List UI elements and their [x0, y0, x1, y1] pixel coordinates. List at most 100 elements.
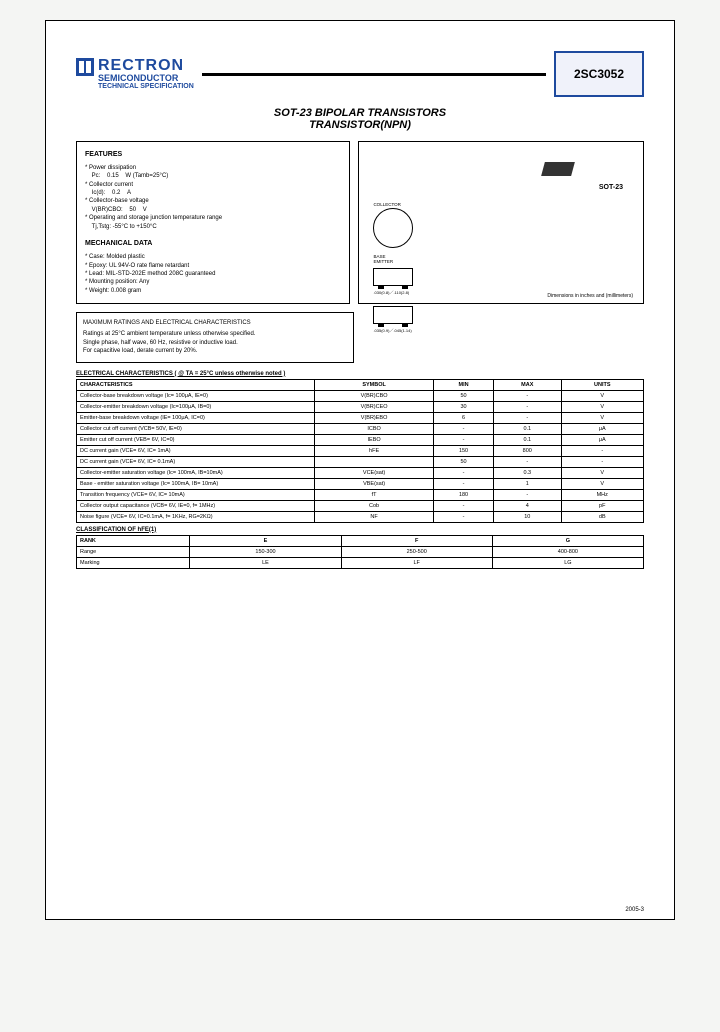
doc-title-2: TRANSISTOR(NPN) — [76, 119, 644, 131]
table-cell: LE — [190, 557, 341, 568]
dim-text-1: .030(0.8)／.110(2.8) — [373, 290, 413, 296]
table-cell: V(BR)EBO — [315, 412, 434, 423]
table-cell: LF — [341, 557, 492, 568]
table-cell: MHz — [561, 489, 643, 500]
table-cell: 50 — [434, 390, 494, 401]
table-row: Noise figure (VCE= 6V, IC=0.1mA, f= 1KHz… — [77, 511, 644, 522]
logo-block: RECTRON SEMICONDUCTOR TECHNICAL SPECIFIC… — [76, 58, 194, 91]
col-header: MIN — [434, 379, 494, 390]
table-cell: Collector-base breakdown voltage (Ic= 10… — [77, 390, 315, 401]
part-number-box: 2SC3052 — [554, 51, 644, 97]
table-cell: 30 — [434, 401, 494, 412]
table-cell: 400-800 — [492, 546, 643, 557]
table-cell: - — [494, 401, 561, 412]
table-cell: 4 — [494, 500, 561, 511]
table-cell: - — [494, 456, 561, 467]
col-header: UNITS — [561, 379, 643, 390]
table-cell: - — [561, 456, 643, 467]
table-row: Collector-emitter saturation voltage (Ic… — [77, 467, 644, 478]
package-outline-top-icon — [373, 268, 413, 286]
mech-5: * Weight: 0.008 gram — [85, 287, 341, 295]
table-cell: V — [561, 390, 643, 401]
npn-symbol-icon — [373, 208, 413, 248]
table-row: Collector-base breakdown voltage (Ic= 10… — [77, 390, 644, 401]
col-header: RANK — [77, 535, 190, 546]
table-cell: - — [434, 467, 494, 478]
header-rule — [202, 73, 546, 76]
table-cell: 6 — [434, 412, 494, 423]
max-l1: Ratings at 25°C ambient temperature unle… — [83, 330, 347, 338]
table-cell: - — [494, 390, 561, 401]
table-cell: V — [561, 401, 643, 412]
doc-title-1: SOT-23 BIPOLAR TRANSISTORS — [76, 107, 644, 119]
logo-text: RECTRON SEMICONDUCTOR TECHNICAL SPECIFIC… — [98, 58, 194, 91]
table-row: Base - emitter saturation voltage (Ic= 1… — [77, 478, 644, 489]
table-cell: Emitter cut off current (VEB= 6V, IC=0) — [77, 434, 315, 445]
table-cell: pF — [561, 500, 643, 511]
table-header-row: CHARACTERISTICSSYMBOLMINMAXUNITS — [77, 379, 644, 390]
table-cell: VCE(sat) — [315, 467, 434, 478]
table-cell: Transition frequency (VCE= 6V, IC= 10mA) — [77, 489, 315, 500]
brand-sub: SEMICONDUCTOR — [98, 74, 194, 84]
brand-sub2: TECHNICAL SPECIFICATION — [98, 83, 194, 90]
classification-title: CLASSIFICATION OF hFE(1) — [76, 527, 644, 533]
col-header: SYMBOL — [315, 379, 434, 390]
max-l3: For capacitive load, derate current by 2… — [83, 347, 347, 355]
table-cell: - — [434, 511, 494, 522]
features-heading: FEATURES — [85, 150, 341, 160]
table-cell: 180 — [434, 489, 494, 500]
max-ratings-box: MAXIMUM RATINGS AND ELECTRICAL CHARACTER… — [76, 312, 354, 363]
table-row: Transition frequency (VCE= 6V, IC= 10mA)… — [77, 489, 644, 500]
elec-char-title: ELECTRICAL CHARACTERISTICS ( @ TA = 25°C… — [76, 371, 644, 377]
table-row: Collector output capacitance (VCB= 6V, I… — [77, 500, 644, 511]
feat-vcbo: * Collector-base voltage V(BR)CBO: 50 V — [85, 197, 341, 214]
col-header: CHARACTERISTICS — [77, 379, 315, 390]
table-cell: Collector cut off current (VCB= 50V, IE=… — [77, 423, 315, 434]
table-cell: DC current gain (VCE= 6V, IC= 1mA) — [77, 445, 315, 456]
table-row: Collector cut off current (VCB= 50V, IE=… — [77, 423, 644, 434]
footer-code: 2005-3 — [625, 907, 644, 913]
table-row: Collector-emitter breakdown voltage (Ic=… — [77, 401, 644, 412]
table-row: Emitter cut off current (VEB= 6V, IC=0)I… — [77, 434, 644, 445]
table-cell: V(BR)CBO — [315, 390, 434, 401]
table-row: MarkingLELFLG — [77, 557, 644, 568]
table-cell: 10 — [494, 511, 561, 522]
table-cell: - — [434, 478, 494, 489]
header-row: RECTRON SEMICONDUCTOR TECHNICAL SPECIFIC… — [76, 51, 644, 97]
sot23-label: SOT-23 — [599, 184, 623, 191]
datasheet-page: RECTRON SEMICONDUCTOR TECHNICAL SPECIFIC… — [45, 20, 675, 920]
table-cell: Range — [77, 546, 190, 557]
table-cell: IEBO — [315, 434, 434, 445]
table-cell: μA — [561, 423, 643, 434]
table-cell: 250-500 — [341, 546, 492, 557]
table-cell: VBE(sat) — [315, 478, 434, 489]
table-cell: 150-300 — [190, 546, 341, 557]
table-cell: V — [561, 467, 643, 478]
table-cell: 1 — [494, 478, 561, 489]
package-outline-side-icon — [373, 306, 413, 324]
max-l2: Single phase, half wave, 60 Hz, resistiv… — [83, 339, 347, 347]
table-cell: NF — [315, 511, 434, 522]
sot23-chip-icon — [541, 162, 575, 176]
brand-name: RECTRON — [98, 58, 194, 74]
schematic-diagram: COLLECTOR BASE EMITTER .030(0.8)／.110(2.… — [373, 202, 413, 334]
mech-3: * Lead: MIL-STD-202E method 208C guarant… — [85, 270, 341, 278]
pin-collector: COLLECTOR — [373, 202, 413, 207]
table-cell: Collector-emitter saturation voltage (Ic… — [77, 467, 315, 478]
table-header-row: RANKEFG — [77, 535, 644, 546]
package-box: SOT-23 COLLECTOR BASE EMITTER .030(0.8)／… — [358, 141, 644, 304]
table-row: DC current gain (VCE= 6V, IC= 0.1mA)50-- — [77, 456, 644, 467]
table-cell: dB — [561, 511, 643, 522]
table-cell: Base - emitter saturation voltage (Ic= 1… — [77, 478, 315, 489]
table-cell: 150 — [434, 445, 494, 456]
col-header: MAX — [494, 379, 561, 390]
elec-char-table: CHARACTERISTICSSYMBOLMINMAXUNITS Collect… — [76, 379, 644, 523]
table-cell: Cob — [315, 500, 434, 511]
table-cell: 0.1 — [494, 434, 561, 445]
table-cell: Collector output capacitance (VCB= 6V, I… — [77, 500, 315, 511]
features-box: FEATURES * Power dissipation Pc: 0.15 W … — [76, 141, 350, 304]
dim-text-2: .035(0.9)／.045(1.14) — [373, 328, 413, 334]
table-cell: LG — [492, 557, 643, 568]
dimensions-note: Dimensions in inches and (millimeters) — [547, 293, 633, 299]
table-cell: 0.1 — [494, 423, 561, 434]
